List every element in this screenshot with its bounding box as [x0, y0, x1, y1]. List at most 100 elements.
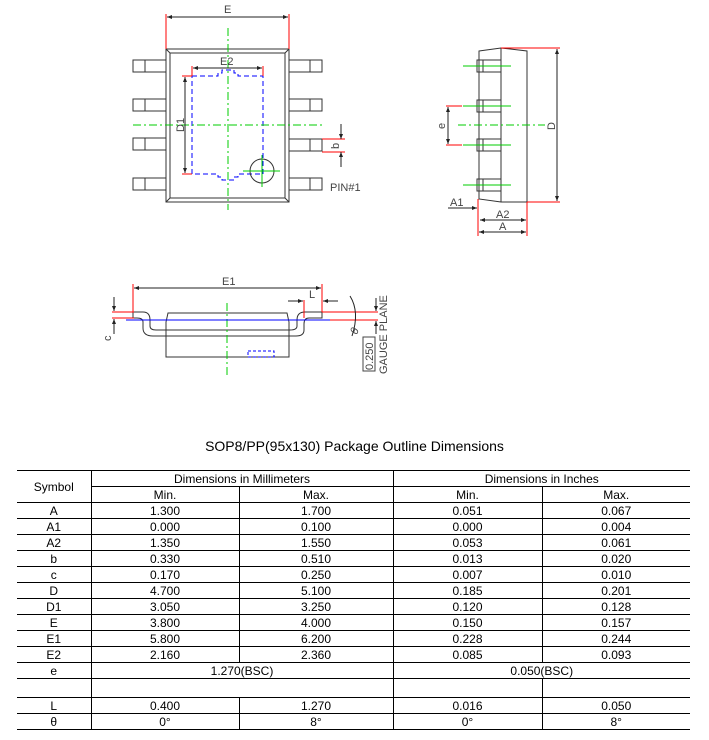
- cell-mm-min: 0.000: [90, 518, 240, 535]
- package-drawing: E E2 D1 b PIN#1 D e A1 A2 A: [102, 4, 560, 375]
- cell-in-min: 0.150: [392, 614, 543, 631]
- cell-mm-max: 3.250: [238, 598, 394, 615]
- cell-in-max: 0.128: [541, 598, 690, 615]
- table-row: D 4.700 5.100 0.185 0.201: [17, 582, 690, 599]
- cell-mm-min: 0.400: [90, 697, 240, 714]
- cell-symbol: A: [17, 502, 92, 519]
- front-view: [112, 284, 378, 375]
- cell-empty: [17, 678, 92, 698]
- table-row: e 1.270(BSC) 0.050(BSC): [17, 662, 690, 679]
- page-title: SOP8/PP(95x130) Package Outline Dimensio…: [205, 438, 504, 454]
- table-row: b 0.330 0.510 0.013 0.020: [17, 550, 690, 567]
- label-c: c: [102, 335, 114, 341]
- cell-symbol: c: [17, 566, 92, 583]
- label-E2: E2: [220, 56, 233, 68]
- table-row: E2 2.160 2.360 0.085 0.093: [17, 646, 690, 663]
- label-e: e: [436, 123, 448, 129]
- cell-mm-min: 3.800: [90, 614, 240, 631]
- cell-symbol: D1: [17, 598, 92, 615]
- cell-mm-min: 2.160: [90, 646, 240, 663]
- cell-in-max: 0.061: [541, 534, 690, 551]
- cell-in-max: 8°: [541, 713, 690, 730]
- label-pin1: PIN#1: [330, 182, 361, 194]
- cell-in-min: 0.007: [392, 566, 543, 583]
- cell-symbol: A2: [17, 534, 92, 551]
- cell-in-min: 0.185: [392, 582, 543, 599]
- cell-in: 0.050(BSC): [392, 662, 690, 679]
- mm-header: Dimensions in Millimeters: [90, 470, 394, 487]
- cell-mm-max: 8°: [238, 713, 394, 730]
- table-row: D1 3.050 3.250 0.120 0.128: [17, 598, 690, 615]
- cell-mm-max: 2.360: [238, 646, 394, 663]
- cell-in-max: 0.157: [541, 614, 690, 631]
- label-A: A: [499, 221, 507, 233]
- cell-empty: [90, 678, 394, 698]
- cell-symbol: E2: [17, 646, 92, 663]
- cell-mm-min: 1.350: [90, 534, 240, 551]
- cell-empty: [392, 678, 543, 698]
- label-E: E: [224, 4, 231, 16]
- cell-mm-min: 0.170: [90, 566, 240, 583]
- cell-mm-max: 6.200: [238, 630, 394, 647]
- cell-in-max: 0.201: [541, 582, 690, 599]
- table-row: A 1.300 1.700 0.051 0.067: [17, 502, 690, 519]
- side-view: [446, 47, 560, 236]
- cell-in-min: 0.000: [392, 518, 543, 535]
- right-pins: [288, 59, 323, 191]
- mm-min-header: Min.: [90, 486, 240, 503]
- cell-symbol: b: [17, 550, 92, 567]
- exposed-pad-outline: [191, 69, 264, 181]
- label-b: b: [330, 143, 342, 149]
- cell-in-min: 0.085: [392, 646, 543, 663]
- table-row: A2 1.350 1.550 0.053 0.061: [17, 534, 690, 551]
- cell-symbol: E: [17, 614, 92, 631]
- cell-mm-max: 0.250: [238, 566, 394, 583]
- cell-in-max: 0.010: [541, 566, 690, 583]
- cell-symbol: e: [17, 662, 92, 679]
- cell-in-min: 0.016: [392, 697, 543, 714]
- cell-mm-max: 1.550: [238, 534, 394, 551]
- cell-symbol: θ: [17, 713, 92, 730]
- dimensions-table: Symbol Dimensions in Millimeters Dimensi…: [17, 470, 690, 730]
- table-row: c 0.170 0.250 0.007 0.010: [17, 566, 690, 583]
- cell-mm-min: 4.700: [90, 582, 240, 599]
- cell-in-max: 0.020: [541, 550, 690, 567]
- cell-mm-max: 1.270: [238, 697, 394, 714]
- table-row-empty: [17, 678, 690, 698]
- cell-mm-min: 0°: [90, 713, 240, 730]
- cell-in-max: 0.093: [541, 646, 690, 663]
- symbol-header: Symbol: [17, 470, 92, 503]
- cell-mm-max: 0.510: [238, 550, 394, 567]
- cell-in-min: 0°: [392, 713, 543, 730]
- table-row: θ 0° 8° 0° 8°: [17, 713, 690, 730]
- cell-mm-max: 5.100: [238, 582, 394, 599]
- cell-mm-min: 3.050: [90, 598, 240, 615]
- gauge-label: GAUGE PLANE: [378, 295, 390, 374]
- table-row: A1 0.000 0.100 0.000 0.004: [17, 518, 690, 535]
- label-D: D: [546, 122, 558, 130]
- inch-header: Dimensions in Inches: [392, 470, 690, 487]
- cell-mm-min: 0.330: [90, 550, 240, 567]
- cell-mm: 1.270(BSC): [90, 662, 394, 679]
- table-row: E 3.800 4.000 0.150 0.157: [17, 614, 690, 631]
- cell-symbol: D: [17, 582, 92, 599]
- cell-symbol: E1: [17, 630, 92, 647]
- cell-mm-max: 0.100: [238, 518, 394, 535]
- label-theta: θ: [349, 326, 362, 336]
- cell-mm-max: 1.700: [238, 502, 394, 519]
- table-row: L 0.400 1.270 0.016 0.050: [17, 697, 690, 714]
- label-L: L: [309, 289, 315, 301]
- cell-in-min: 0.120: [392, 598, 543, 615]
- top-view: [132, 14, 345, 210]
- cell-in-min: 0.051: [392, 502, 543, 519]
- mm-max-header: Max.: [238, 486, 394, 503]
- label-D1: D1: [175, 118, 187, 132]
- label-E1: E1: [222, 276, 235, 288]
- cell-empty: [541, 678, 690, 698]
- cell-in-min: 0.013: [392, 550, 543, 567]
- gauge-value: 0.250: [364, 342, 376, 370]
- in-max-header: Max.: [541, 486, 690, 503]
- cell-in-min: 0.228: [392, 630, 543, 647]
- label-A2: A2: [496, 209, 509, 221]
- table-row: E1 5.800 6.200 0.228 0.244: [17, 630, 690, 647]
